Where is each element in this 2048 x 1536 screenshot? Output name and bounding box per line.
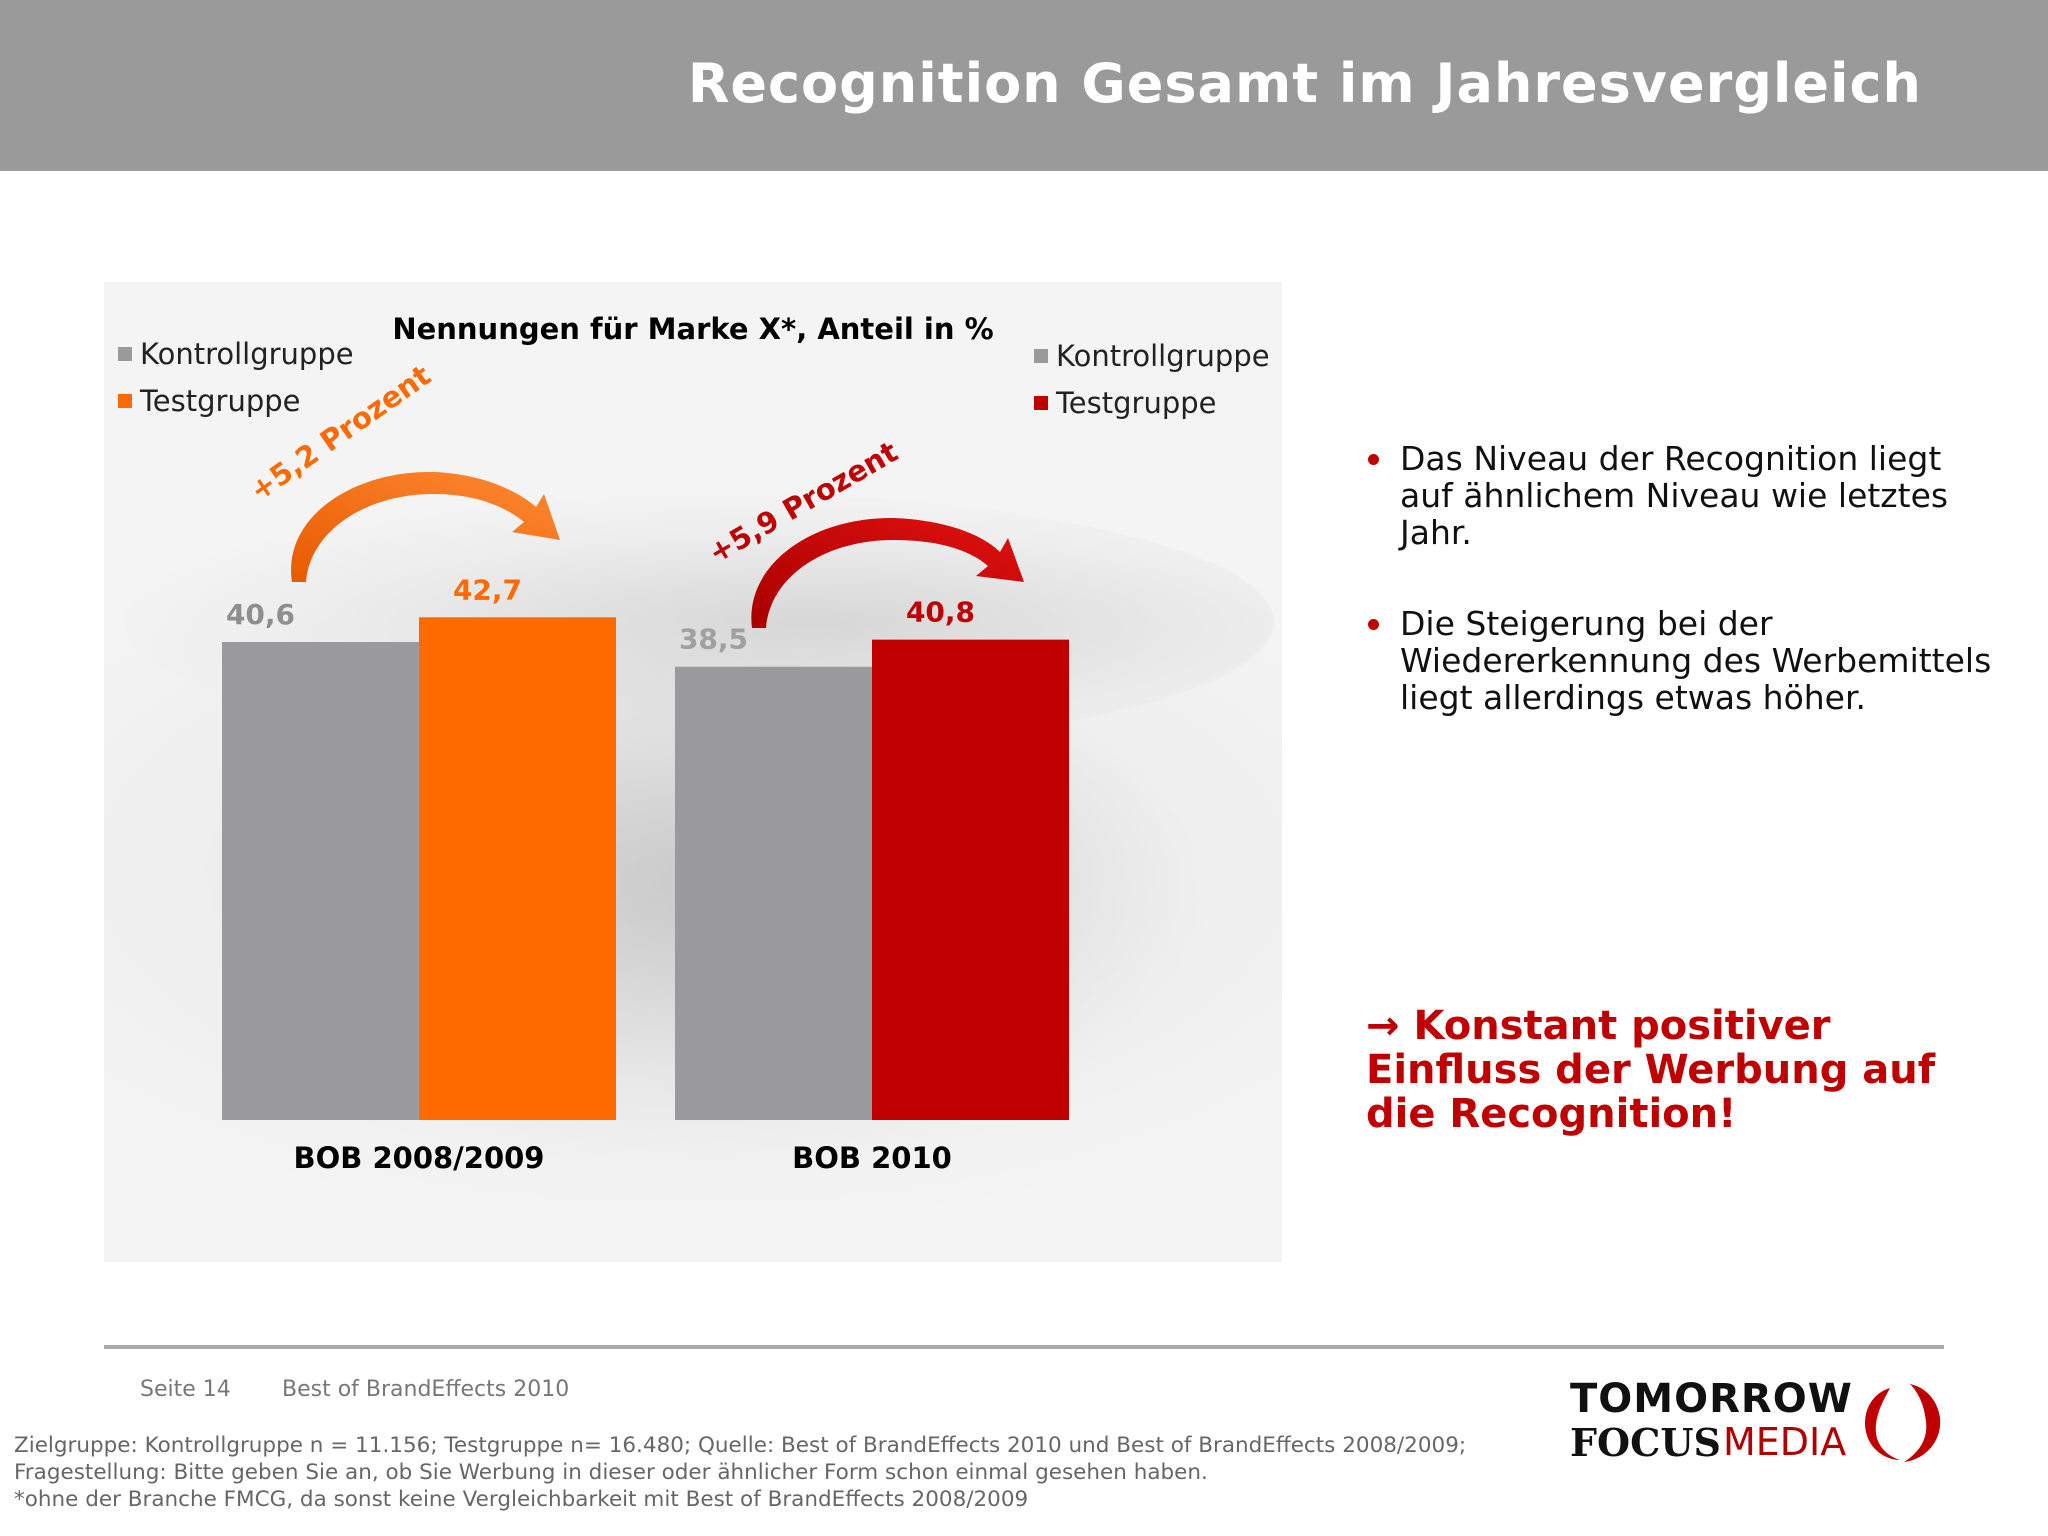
legend-swatch: [118, 346, 132, 361]
header-bar: Recognition Gesamt im Jahresvergleich: [0, 0, 2048, 171]
footer-title: Best of BrandEffects 2010: [282, 1377, 570, 1402]
bullet-item: Das Niveau der Recognition liegt auf ähn…: [1366, 440, 1996, 551]
value-label: 42,7: [453, 573, 522, 606]
legend-swatch: [118, 393, 132, 408]
legend-swatch: [1034, 348, 1048, 363]
bullet-text: Die Steigerung bei der Wiedererkennung d…: [1400, 604, 1992, 717]
legend-label: Kontrollgruppe: [1056, 338, 1270, 373]
category-label: BOB 2010: [792, 1141, 952, 1175]
growth-arrow-2010: [751, 517, 1024, 628]
footer-divider: [104, 1345, 1944, 1349]
bar-kontrollgruppe-1: [675, 666, 872, 1120]
legend-right: Kontrollgruppe Testgruppe: [1034, 332, 1270, 426]
logo-line1: TOMORROW: [1570, 1376, 1853, 1422]
logo-ring-icon: [1865, 1384, 1941, 1462]
logo-line2-media: MEDIA: [1723, 1420, 1847, 1464]
bullet-dot-icon: [1368, 454, 1379, 465]
growth-arrow-2009: [291, 471, 560, 582]
legend-item-kontrollgruppe: Kontrollgruppe: [1034, 332, 1270, 379]
bar-kontrollgruppe-0: [222, 642, 419, 1120]
bar-testgruppe-0: [419, 617, 616, 1120]
footnote-asterisk: *ohne der Branche FMCG, da sonst keine V…: [14, 1487, 1029, 1512]
logo-line2-focus: FOCUS: [1570, 1420, 1721, 1465]
bullet-list: Das Niveau der Recognition liegt auf ähn…: [1366, 440, 1996, 770]
page-number: Seite 14: [140, 1377, 231, 1402]
legend-left: Kontrollgruppe Testgruppe: [118, 330, 354, 424]
chart-title: Nennungen für Marke X*, Anteil in %: [392, 312, 994, 346]
footnote-source: Zielgruppe: Kontrollgruppe n = 11.156; T…: [14, 1433, 1467, 1485]
footnotes: Zielgruppe: Kontrollgruppe n = 11.156; T…: [14, 1432, 1474, 1513]
legend-label: Testgruppe: [140, 383, 301, 418]
bullet-text: Das Niveau der Recognition liegt auf ähn…: [1400, 439, 1949, 552]
value-label: 40,8: [906, 596, 975, 629]
bullet-dot-icon: [1368, 619, 1379, 630]
legend-label: Kontrollgruppe: [140, 336, 354, 371]
legend-item-testgruppe: Testgruppe: [1034, 379, 1270, 426]
chart-panel: Nennungen für Marke X*, Anteil in % Kont…: [104, 282, 1282, 1262]
legend-item-testgruppe: Testgruppe: [118, 377, 354, 424]
bar-testgruppe-1: [872, 639, 1069, 1120]
legend-label: Testgruppe: [1056, 385, 1217, 420]
bullet-item: Die Steigerung bei der Wiedererkennung d…: [1366, 605, 1996, 716]
conclusion-text: → Konstant positiver Einfluss der Werbun…: [1366, 1003, 1936, 1137]
value-label: 40,6: [226, 598, 295, 631]
category-label: BOB 2008/2009: [294, 1141, 545, 1175]
company-logo: TOMORROW FOCUS MEDIA: [1568, 1376, 1948, 1466]
legend-item-kontrollgruppe: Kontrollgruppe: [118, 330, 354, 377]
page-title: Recognition Gesamt im Jahresvergleich: [687, 52, 1922, 115]
value-label: 38,5: [679, 623, 748, 656]
legend-swatch: [1034, 395, 1048, 410]
